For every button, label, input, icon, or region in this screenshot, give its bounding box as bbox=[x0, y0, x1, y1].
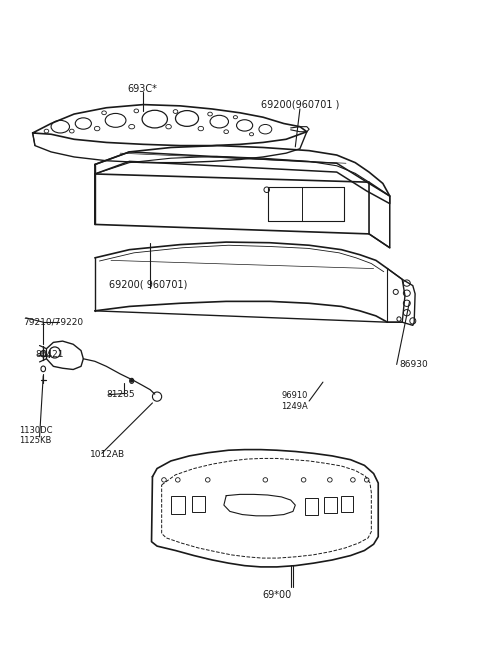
Bar bbox=[171, 496, 185, 514]
Bar bbox=[304, 497, 318, 515]
Text: 96910
1249A: 96910 1249A bbox=[281, 392, 308, 411]
Bar bbox=[324, 497, 337, 513]
Text: 86930: 86930 bbox=[399, 360, 428, 369]
Ellipse shape bbox=[131, 380, 133, 382]
Text: 693C*: 693C* bbox=[127, 84, 157, 94]
Text: 86421: 86421 bbox=[35, 350, 63, 359]
Text: 79210/79220: 79210/79220 bbox=[24, 318, 84, 327]
Bar bbox=[192, 495, 204, 512]
Text: 69200( 960701): 69200( 960701) bbox=[108, 279, 187, 289]
Text: 1130DC
1125KB: 1130DC 1125KB bbox=[19, 426, 52, 445]
Bar bbox=[341, 496, 353, 512]
Text: 81285: 81285 bbox=[107, 390, 135, 399]
Text: 69200(960701 ): 69200(960701 ) bbox=[261, 100, 339, 110]
Text: 1012AB: 1012AB bbox=[90, 450, 125, 459]
Text: 69*00: 69*00 bbox=[262, 590, 291, 600]
